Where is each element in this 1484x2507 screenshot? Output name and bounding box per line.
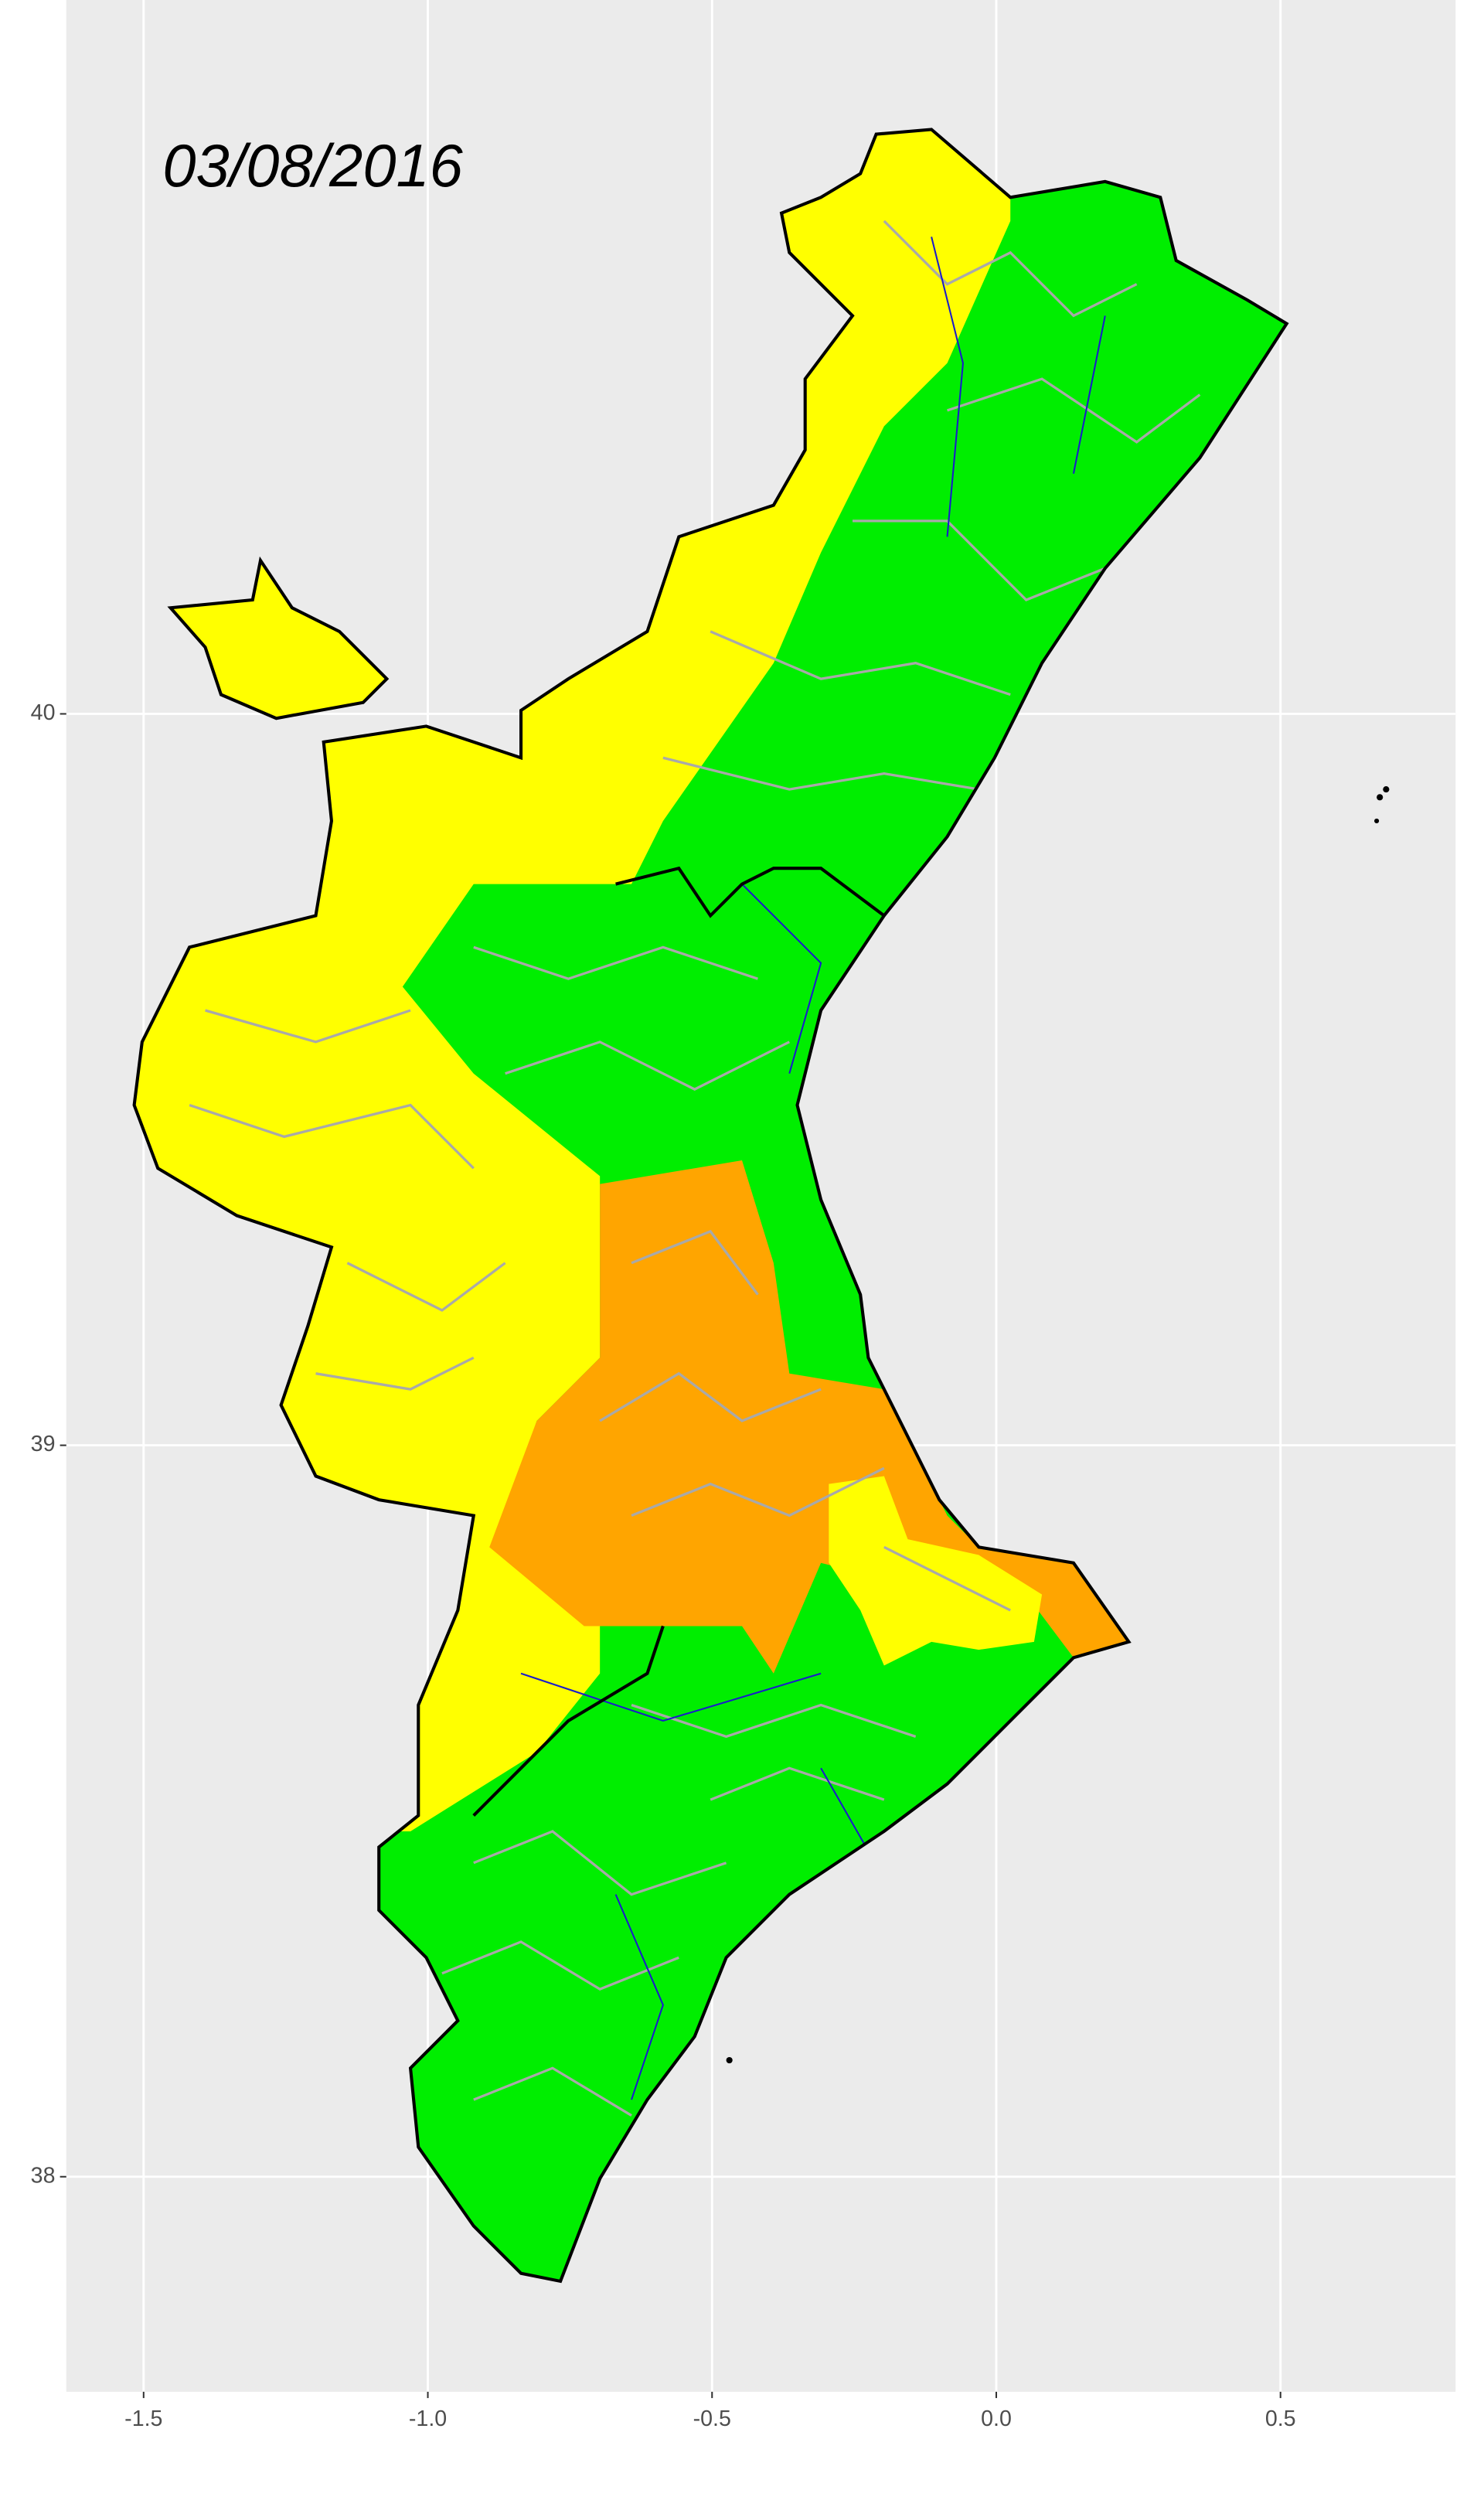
x-tick-label: -1.5 — [124, 2407, 162, 2431]
island — [1374, 818, 1380, 824]
x-tick-label: -1.0 — [409, 2407, 447, 2431]
island — [1383, 786, 1390, 793]
municipal-borders — [189, 220, 1201, 2117]
zone-orange — [489, 1160, 1129, 1674]
map-title: 03/08/2016 — [162, 133, 463, 199]
x-tick-label: -0.5 — [693, 2407, 731, 2431]
ticks: -1.5 -1.0 -0.5 0.0 0.5 38 39 40 — [31, 700, 1296, 2431]
x-tick-label: 0.5 — [1265, 2407, 1296, 2431]
islands — [726, 786, 1390, 2064]
y-tick-label: 40 — [31, 700, 56, 725]
island — [1377, 794, 1384, 801]
x-tick-label: 0.0 — [981, 2407, 1012, 2431]
province-border — [472, 866, 886, 1817]
y-tick-label: 38 — [31, 2163, 56, 2188]
district-borders — [520, 237, 1106, 2100]
y-tick-label: 39 — [31, 1432, 56, 1456]
island — [726, 2056, 733, 2064]
zone-yellow-east — [829, 1476, 1043, 1666]
